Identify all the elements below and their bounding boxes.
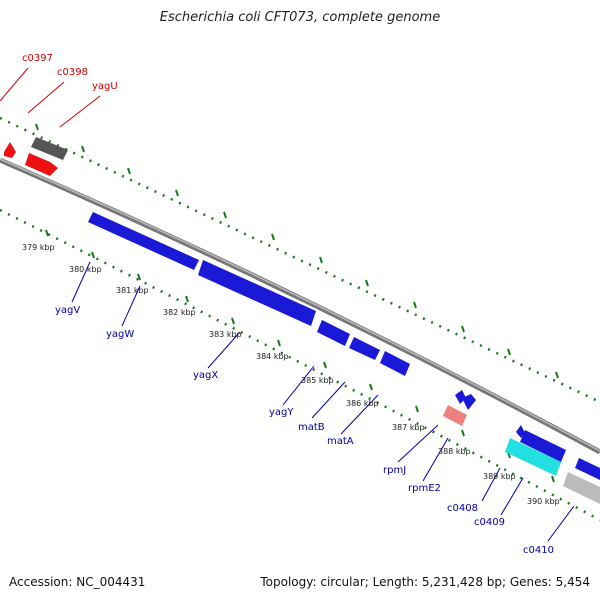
label-yagY: yagY (269, 407, 294, 418)
gene-yagU[interactable] (25, 153, 58, 176)
gene-c0408[interactable] (516, 425, 525, 438)
tick-383: 383 kbp (209, 330, 242, 339)
outer-major-ticks (35, 123, 559, 379)
forward-labels: c0397 c0398 yagU (22, 53, 118, 92)
gene-c0397[interactable] (4, 142, 16, 158)
map-title: Escherichia coli CFT073, complete genome (159, 10, 441, 25)
gene-c0410[interactable] (563, 472, 600, 504)
label-c0397: c0397 (22, 53, 53, 64)
reverse-labels: yagV yagW yagX yagY matB matA rpmJ rpmE2… (55, 305, 554, 556)
label-c0410: c0410 (523, 545, 554, 556)
forward-genes (4, 137, 600, 480)
tick-379: 379 kbp (22, 243, 55, 252)
gene-matB[interactable] (380, 351, 410, 376)
label-yagX: yagX (193, 370, 218, 381)
gene-rpmE2[interactable] (443, 405, 467, 426)
gene-c0409[interactable] (505, 438, 561, 476)
label-c0408: c0408 (447, 503, 478, 514)
accession-text: Accession: NC_004431 (9, 575, 146, 589)
tick-389: 389 kbp (483, 472, 516, 481)
gene-yagW[interactable] (198, 260, 316, 326)
tick-384: 384 kbp (256, 352, 289, 361)
gene-c0409-fwd[interactable] (520, 430, 566, 462)
label-matA: matA (327, 436, 354, 447)
label-yagU: yagU (92, 81, 118, 92)
label-rpmE2: rpmE2 (408, 483, 441, 494)
tick-385: 385 kbp (301, 376, 334, 385)
forward-leaders (0, 67, 101, 128)
label-rpmJ: rpmJ (383, 465, 406, 476)
genome-backbone (0, 157, 600, 455)
gene-c0410-fwd[interactable] (575, 458, 600, 480)
dotted-outer-track (0, 116, 600, 404)
tick-380: 380 kbp (69, 265, 102, 274)
tick-387: 387 kbp (392, 423, 425, 432)
tick-382: 382 kbp (163, 308, 196, 317)
label-matB: matB (298, 422, 325, 433)
label-yagW: yagW (106, 329, 134, 340)
tick-381: 381 kbp (116, 286, 149, 295)
gene-c0398[interactable] (31, 137, 68, 160)
reverse-genes (88, 212, 600, 504)
inner-major-ticks (45, 229, 555, 483)
topology-summary: Topology: circular; Length: 5,231,428 bp… (260, 575, 590, 589)
label-c0398: c0398 (57, 67, 88, 78)
gene-yagV[interactable] (88, 212, 199, 270)
label-yagV: yagV (55, 305, 80, 316)
label-c0409: c0409 (474, 517, 505, 528)
kbp-tick-labels: 379 kbp 380 kbp 381 kbp 382 kbp 383 kbp … (22, 243, 560, 506)
tick-386: 386 kbp (346, 399, 379, 408)
gene-yagY[interactable] (349, 337, 380, 360)
tick-388: 388 kbp (438, 447, 471, 456)
gene-rpmE2-fwd[interactable] (462, 394, 476, 410)
gene-yagX[interactable] (317, 320, 350, 346)
tick-390: 390 kbp (527, 497, 560, 506)
reverse-leaders (71, 261, 575, 542)
